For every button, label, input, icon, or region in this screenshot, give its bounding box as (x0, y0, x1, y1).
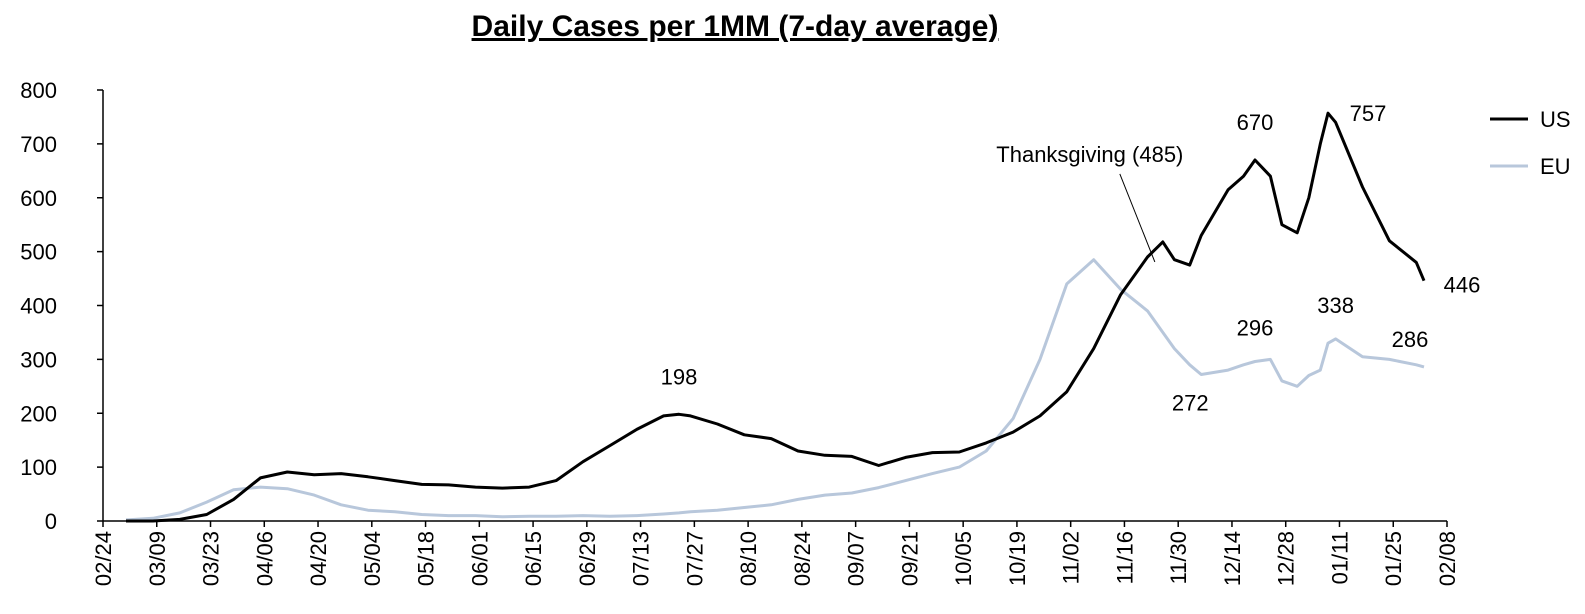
x-tick-label: 11/30 (1166, 531, 1191, 584)
annotation: 272 (1172, 390, 1209, 415)
x-tick-label: 10/19 (1005, 531, 1030, 586)
y-tick-label: 700 (20, 132, 57, 157)
annotation: Thanksgiving (485) (996, 142, 1183, 167)
x-tick-label: 04/06 (252, 531, 277, 586)
annotation: 286 (1392, 327, 1429, 352)
annotation: 198 (661, 364, 698, 389)
x-tick-label: 06/15 (521, 531, 546, 586)
x-tick-label: 12/28 (1274, 531, 1299, 586)
x-tick-label: 08/10 (736, 531, 761, 586)
x-tick-label: 04/20 (306, 531, 331, 586)
x-tick-label: 05/18 (414, 531, 439, 586)
x-tick-label: 06/29 (575, 531, 600, 586)
x-tick-label: 02/24 (91, 531, 116, 586)
x-tick-label: 10/05 (951, 531, 976, 586)
x-tick-label: 09/21 (897, 531, 922, 586)
x-tick-label: 01/25 (1381, 531, 1406, 586)
x-tick-label: 11/16 (1112, 531, 1137, 584)
series-line (126, 111, 1426, 523)
annotation: 296 (1237, 316, 1274, 341)
y-tick-label: 600 (20, 186, 57, 211)
x-tick-label: 11/02 (1059, 531, 1084, 584)
y-tick-label: 300 (20, 347, 57, 372)
legend-label: EU (1540, 154, 1571, 179)
y-tick-label: 200 (20, 401, 57, 426)
legend-label: US (1540, 107, 1571, 132)
x-tick-label: 03/23 (199, 531, 224, 586)
y-tick-label: 0 (45, 509, 57, 534)
series-line (125, 258, 1425, 522)
x-tick-label: 06/01 (467, 531, 492, 586)
annotation-leader (1119, 173, 1156, 263)
chart-title: Daily Cases per 1MM (7-day average) (472, 10, 999, 43)
y-tick-label: 400 (20, 294, 57, 319)
y-tick-label: 100 (20, 455, 57, 480)
annotation: 446 (1444, 273, 1481, 298)
x-tick-label: 12/14 (1220, 531, 1245, 586)
x-tick-label: 09/07 (844, 531, 869, 586)
x-tick-label: 02/08 (1435, 531, 1460, 586)
x-tick-label: 03/09 (145, 531, 170, 586)
y-tick-label: 500 (20, 240, 57, 265)
x-tick-label: 07/13 (629, 531, 654, 586)
annotation: 338 (1317, 293, 1354, 318)
y-tick-label: 800 (20, 78, 57, 103)
annotation: 757 (1350, 101, 1387, 126)
x-tick-label: 05/04 (360, 531, 385, 586)
x-tick-label: 08/24 (790, 531, 815, 586)
x-tick-label: 01/11 (1327, 531, 1352, 584)
annotation: 670 (1237, 110, 1274, 135)
x-tick-label: 07/27 (682, 531, 707, 586)
